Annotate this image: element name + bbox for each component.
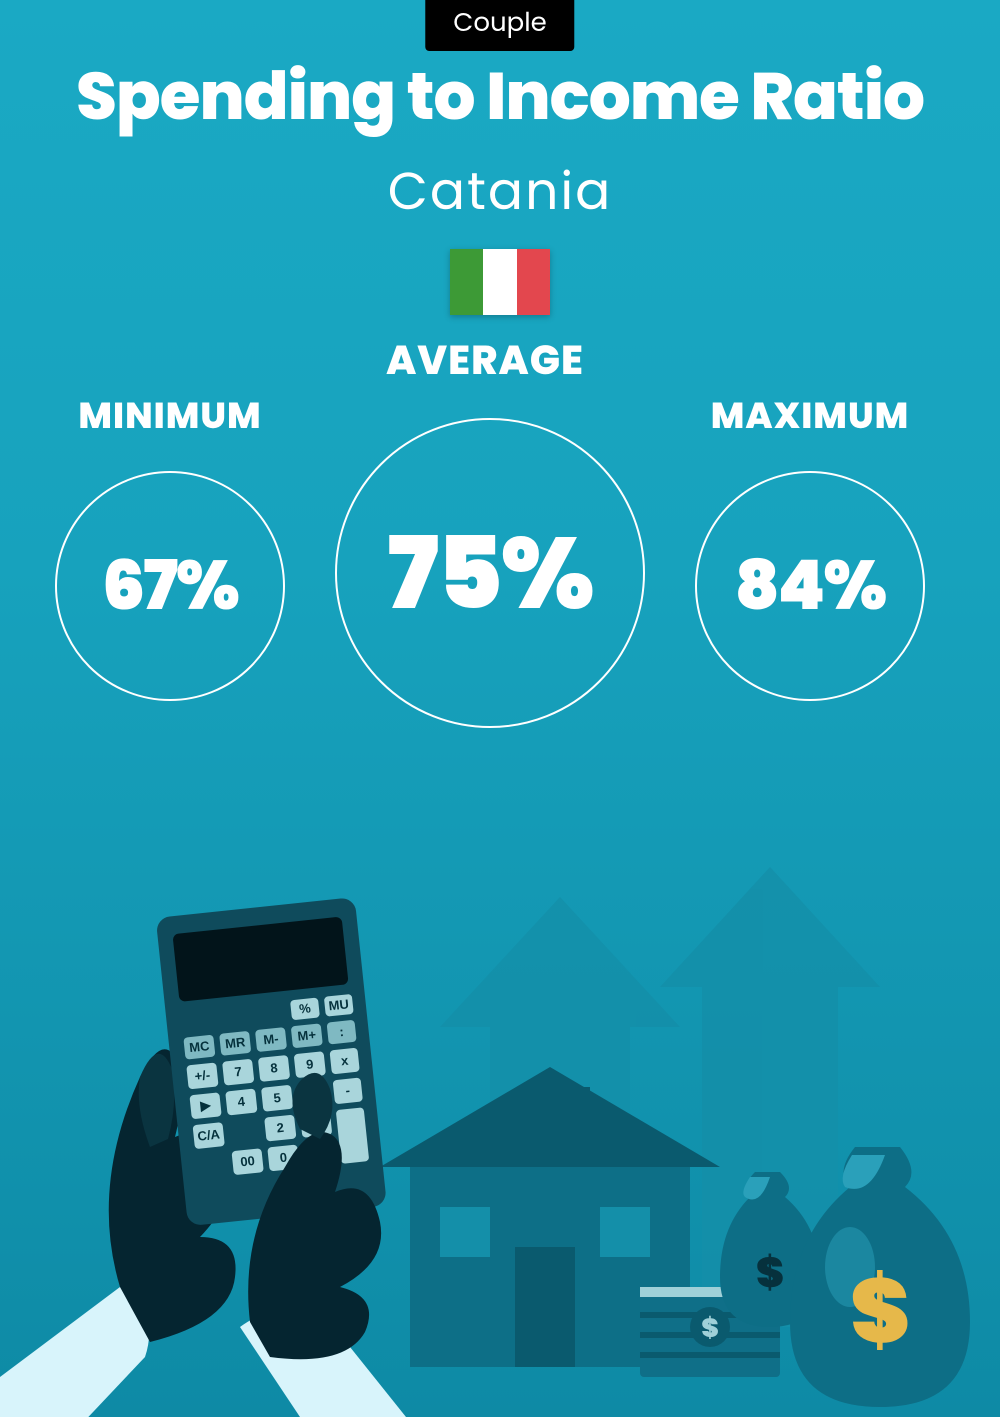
- stat-average-circle: 75%: [335, 418, 645, 728]
- flag-stripe-left: [450, 249, 483, 315]
- stat-average-label: AVERAGE: [335, 330, 635, 390]
- svg-text:MC: MC: [189, 1038, 211, 1055]
- page-title: Spending to Income Ratio: [0, 48, 1000, 147]
- svg-text:0: 0: [279, 1150, 288, 1166]
- stat-minimum-value: 67%: [102, 535, 238, 637]
- flag-stripe-middle: [483, 249, 516, 315]
- svg-text:$: $: [701, 1311, 718, 1347]
- svg-text:8: 8: [270, 1060, 279, 1076]
- stat-maximum-value: 84%: [735, 535, 885, 637]
- finance-illustration: $ $ $: [0, 767, 1000, 1417]
- svg-text:7: 7: [234, 1064, 243, 1080]
- italy-flag-icon: [450, 249, 550, 315]
- svg-text:$: $: [850, 1247, 910, 1374]
- svg-text:00: 00: [240, 1153, 256, 1169]
- stat-average-value: 75%: [388, 498, 593, 648]
- svg-text:MU: MU: [328, 996, 350, 1013]
- stats-row: MINIMUM 67% AVERAGE 75% MAXIMUM 84%: [0, 330, 1000, 750]
- svg-text:%: %: [298, 1000, 312, 1016]
- category-badge: Couple: [425, 0, 574, 51]
- svg-text:+/-: +/-: [194, 1067, 211, 1084]
- stat-maximum-circle: 84%: [695, 471, 925, 701]
- svg-text:5: 5: [273, 1090, 282, 1106]
- illustration-area: $ $ $: [0, 767, 1000, 1417]
- stat-minimum-circle: 67%: [55, 471, 285, 701]
- stat-minimum: MINIMUM 67%: [50, 388, 290, 701]
- svg-text:M+: M+: [297, 1027, 317, 1044]
- svg-text:MR: MR: [224, 1034, 246, 1051]
- stat-minimum-label: MINIMUM: [50, 388, 290, 443]
- stat-maximum-label: MAXIMUM: [690, 388, 930, 443]
- hands-calculator-icon: % MU MC MR M- M+ : +/- 7 8 9 x ▶ 4: [0, 897, 430, 1417]
- flag-stripe-right: [517, 249, 550, 315]
- svg-text:M-: M-: [263, 1031, 280, 1048]
- svg-text:9: 9: [305, 1056, 314, 1072]
- stat-average: AVERAGE 75%: [335, 330, 635, 728]
- city-name: Catania: [0, 153, 1000, 231]
- svg-text:C/A: C/A: [197, 1126, 221, 1143]
- svg-text:$: $: [756, 1243, 784, 1302]
- svg-text:2: 2: [276, 1120, 285, 1136]
- stat-maximum: MAXIMUM 84%: [690, 388, 930, 701]
